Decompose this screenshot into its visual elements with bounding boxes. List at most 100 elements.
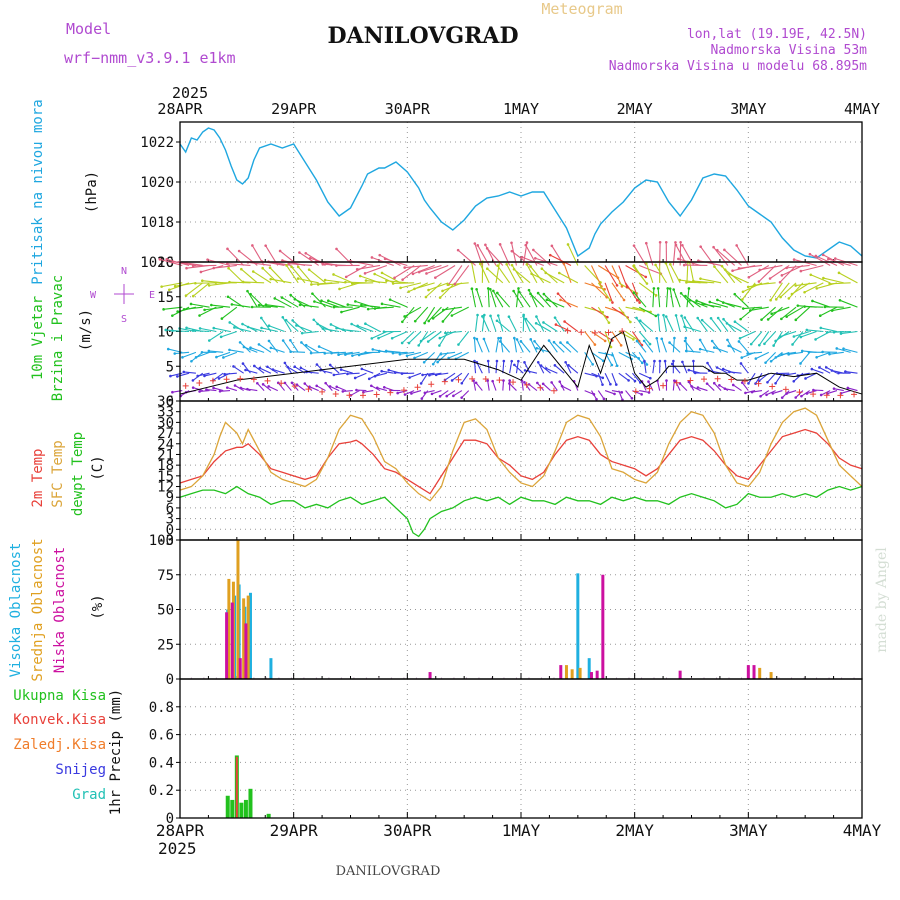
wind-arrow-head — [291, 319, 294, 322]
wind-arrow-head — [239, 386, 243, 390]
wind-arrow — [509, 383, 517, 391]
wind-arrow-head — [741, 307, 745, 310]
wind-arrow-head — [698, 347, 702, 351]
wind-arrow-head — [833, 257, 837, 260]
wind-arrow-head — [380, 369, 383, 373]
wind-arrow-head — [249, 346, 252, 349]
wind-arrow-head — [722, 317, 725, 321]
cloud-bar — [238, 658, 242, 679]
wind-arrow-head — [837, 371, 840, 375]
wind-gust-marker — [196, 380, 203, 387]
cloud-bar — [578, 667, 582, 679]
wind-gust-marker — [714, 375, 721, 382]
wind-arrow-head — [535, 315, 538, 318]
wind-arrow — [424, 306, 436, 324]
wind-arrow — [496, 292, 511, 308]
wind-arrow-head — [420, 397, 424, 400]
wind-arrow-head — [431, 362, 435, 366]
wind-arrow — [448, 351, 463, 359]
wind-arrow — [537, 292, 551, 308]
wind-arrow-head — [535, 346, 539, 350]
wind-arrow — [788, 351, 803, 355]
wind-arrow-head — [341, 328, 345, 331]
wind-arrow-head — [678, 278, 682, 282]
wind-arrow-head — [293, 365, 297, 368]
wind-arrow — [513, 338, 517, 353]
wind-arrow — [240, 387, 251, 392]
wind-arrow — [172, 330, 190, 333]
wind-arrow — [714, 266, 729, 284]
wind-arrow — [234, 326, 251, 333]
compass-e-label: E — [149, 290, 155, 301]
wind-arrow-head — [367, 377, 371, 381]
wind-arrow-head — [544, 271, 548, 275]
cloud-bar — [230, 602, 234, 679]
y-tick-label: 0 — [166, 522, 174, 538]
wind-arrow-head — [557, 271, 561, 275]
wind-arrow — [823, 277, 844, 284]
wind-arrow-head — [696, 316, 700, 320]
wind-arrow — [633, 292, 647, 308]
wind-arrow-head — [810, 367, 814, 371]
wind-arrow-head — [790, 292, 794, 296]
wind-arrow-head — [226, 295, 230, 299]
wind-arrow-head — [564, 360, 567, 364]
wind-arrow — [399, 351, 415, 355]
wind-arrow-head — [400, 372, 404, 375]
wind-arrow-head — [708, 300, 712, 304]
wind-arrow-head — [718, 384, 721, 387]
wind-arrow-head — [298, 303, 302, 307]
wind-arrow — [347, 372, 360, 375]
wind-arrow-head — [417, 270, 421, 274]
wind-arrow-head — [439, 352, 443, 356]
wind-arrow — [406, 351, 422, 357]
wind-arrow — [747, 351, 763, 355]
wind-arrow — [767, 306, 783, 320]
wind-arrow-head — [696, 386, 700, 389]
wind-arrow — [509, 361, 513, 374]
wind-arrow — [738, 264, 763, 269]
wind-arrow — [404, 306, 422, 317]
wind-arrow-head — [190, 359, 193, 363]
wind-arrow-head — [606, 315, 609, 319]
wind-arrow — [286, 265, 299, 284]
wind-arrow-head — [715, 248, 719, 252]
wind-arrow — [438, 331, 449, 346]
wind-arrow — [270, 347, 285, 353]
wind-arrow-head — [266, 365, 269, 369]
wind-arrow-head — [335, 326, 338, 330]
wind-arrow-head — [674, 243, 678, 247]
wind-arrow-head — [520, 255, 524, 259]
wind-arrow-head — [217, 377, 221, 380]
wind-arrow-head — [194, 356, 198, 359]
wind-arrow-head — [323, 352, 327, 355]
wind-arrow — [726, 322, 742, 332]
wind-arrow-head — [510, 241, 513, 245]
wind-arrow — [701, 319, 715, 332]
wind-arrow-head — [219, 335, 223, 339]
wind-arrow — [665, 316, 674, 332]
wind-arrow-head — [846, 386, 850, 390]
wind-arrow-head — [485, 247, 489, 250]
precip-legend-item: Snijeg — [55, 762, 106, 778]
wind-arrow-head — [517, 359, 520, 363]
wind-arrow — [729, 273, 749, 284]
wind-arrow-head — [382, 385, 386, 389]
x-tick-label-bottom: 2MAY — [615, 821, 654, 840]
wind-arrow — [318, 282, 340, 286]
wind-arrow — [793, 330, 810, 338]
wind-arrow-head — [553, 364, 557, 367]
x-tick-label-top: 3MAY — [730, 100, 766, 118]
wind-arrow-head — [591, 363, 594, 366]
wind-arrow — [545, 272, 565, 284]
wind-arrow — [426, 264, 449, 274]
wind-arrow — [212, 372, 224, 381]
wind-arrow — [829, 282, 851, 285]
wind-arrow-head — [774, 298, 778, 301]
wind-arrow-head — [819, 326, 823, 330]
wind-arrow-head — [335, 385, 339, 389]
wind-arrow — [597, 331, 613, 341]
cloud-bar — [564, 665, 568, 679]
wind-arrow-head — [369, 384, 373, 388]
wind-arrow — [297, 266, 313, 284]
